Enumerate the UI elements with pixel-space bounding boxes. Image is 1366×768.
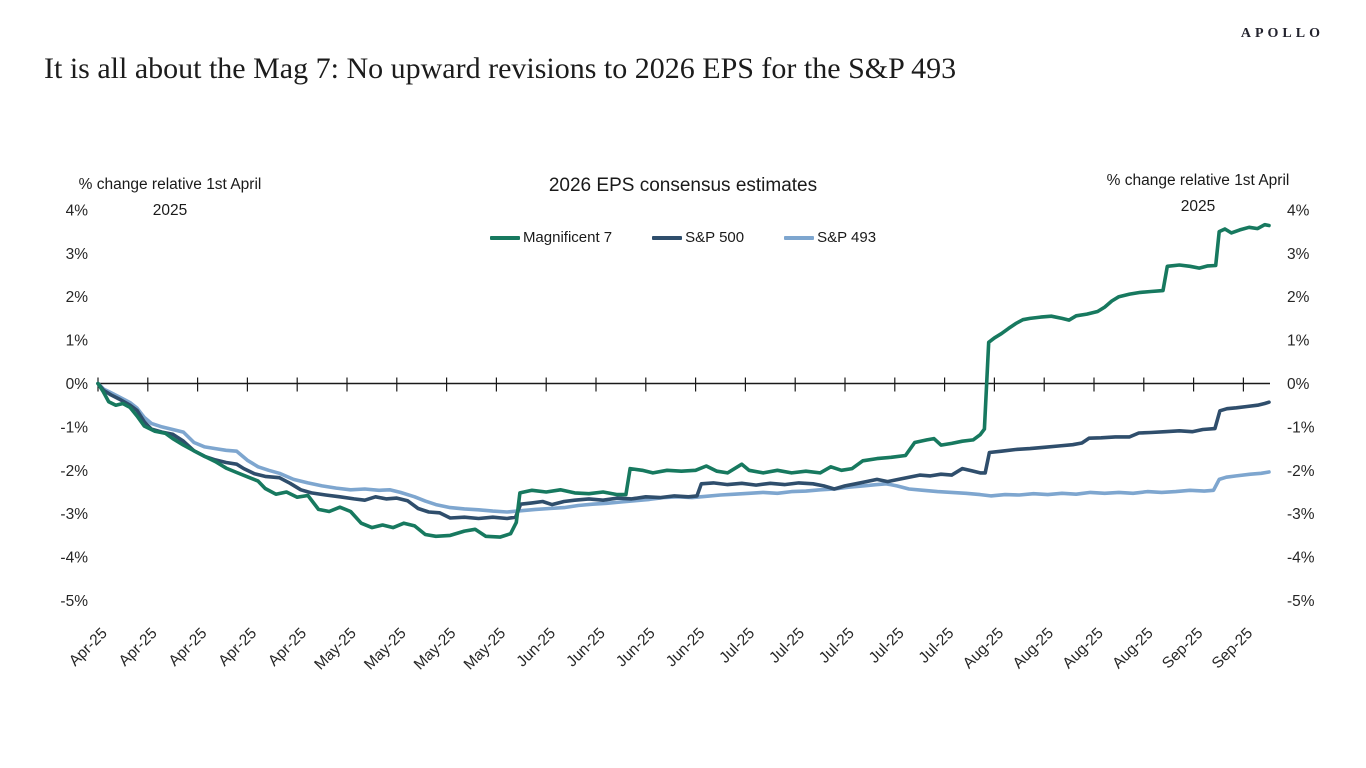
page-title: It is all about the Mag 7: No upward rev… xyxy=(44,52,957,85)
svg-text:0%: 0% xyxy=(1287,376,1310,393)
svg-text:Jul-25: Jul-25 xyxy=(916,625,958,667)
svg-text:-1%: -1% xyxy=(1287,419,1315,436)
svg-text:1%: 1% xyxy=(1287,333,1310,350)
svg-text:Apr-25: Apr-25 xyxy=(166,625,211,670)
svg-text:0%: 0% xyxy=(66,376,89,393)
svg-text:Jun-25: Jun-25 xyxy=(513,625,559,671)
legend-label-sp500: S&P 500 xyxy=(685,229,745,246)
svg-text:Apr-25: Apr-25 xyxy=(265,625,310,670)
svg-text:May-25: May-25 xyxy=(361,625,410,674)
svg-text:3%: 3% xyxy=(1287,246,1310,263)
svg-text:May-25: May-25 xyxy=(411,625,460,674)
legend-swatch-sp500 xyxy=(652,235,683,240)
apollo-logo: APOLLO xyxy=(1240,26,1324,41)
svg-text:Aug-25: Aug-25 xyxy=(1059,625,1106,672)
y-axis-label-right-line2: 2025 xyxy=(1180,197,1216,215)
y-axis-label-left-line1: % change relative 1st April xyxy=(78,176,262,193)
svg-text:Apr-25: Apr-25 xyxy=(66,625,111,670)
svg-text:May-25: May-25 xyxy=(311,625,360,674)
svg-text:Sep-25: Sep-25 xyxy=(1209,625,1256,672)
legend-swatch-sp493 xyxy=(784,235,815,240)
svg-text:-3%: -3% xyxy=(1287,506,1315,523)
svg-text:2%: 2% xyxy=(1287,289,1310,306)
svg-text:Jul-25: Jul-25 xyxy=(766,625,808,667)
svg-text:-2%: -2% xyxy=(1287,463,1315,480)
legend-label-sp493: S&P 493 xyxy=(817,229,877,246)
chart-legend: Magnificent 7 S&P 500 S&P 493 xyxy=(403,229,963,246)
svg-text:May-25: May-25 xyxy=(461,625,510,674)
legend-item-magnificent-7: Magnificent 7 xyxy=(489,229,613,246)
svg-text:Apr-25: Apr-25 xyxy=(116,625,161,670)
legend-label-magnificent-7: Magnificent 7 xyxy=(522,229,613,246)
svg-text:-2%: -2% xyxy=(60,463,88,480)
legend-item-sp493: S&P 493 xyxy=(784,229,876,246)
svg-text:-4%: -4% xyxy=(1287,550,1315,567)
svg-text:-5%: -5% xyxy=(60,593,88,610)
svg-text:Jun-25: Jun-25 xyxy=(663,625,709,671)
svg-text:Jul-25: Jul-25 xyxy=(866,625,908,667)
svg-text:Apr-25: Apr-25 xyxy=(215,625,260,670)
svg-text:-4%: -4% xyxy=(60,550,88,567)
svg-text:3%: 3% xyxy=(66,246,89,263)
svg-text:-5%: -5% xyxy=(1287,593,1315,610)
svg-text:-1%: -1% xyxy=(60,419,88,436)
svg-text:Aug-25: Aug-25 xyxy=(960,625,1007,672)
y-axis-label-left-line2: 2025 xyxy=(152,201,188,219)
svg-text:Jun-25: Jun-25 xyxy=(563,625,609,671)
svg-text:Sep-25: Sep-25 xyxy=(1159,625,1206,672)
svg-text:1%: 1% xyxy=(66,333,89,350)
svg-text:Jul-25: Jul-25 xyxy=(716,625,758,667)
svg-text:-3%: -3% xyxy=(60,506,88,523)
y-axis-label-left: % change relative 1st April 2025 xyxy=(50,172,290,223)
svg-text:Aug-25: Aug-25 xyxy=(1109,625,1156,672)
svg-text:4%: 4% xyxy=(66,202,89,219)
svg-text:2%: 2% xyxy=(66,289,89,306)
legend-swatch-magnificent-7 xyxy=(489,235,520,240)
svg-text:Jun-25: Jun-25 xyxy=(613,625,659,671)
chart-title: 2026 EPS consensus estimates xyxy=(548,175,818,196)
svg-text:4%: 4% xyxy=(1287,202,1310,219)
svg-text:Jul-25: Jul-25 xyxy=(816,625,858,667)
svg-text:Aug-25: Aug-25 xyxy=(1010,625,1057,672)
y-axis-label-right: % change relative 1st April 2025 xyxy=(1078,168,1318,219)
legend-item-sp500: S&P 500 xyxy=(652,229,744,246)
y-axis-label-right-line1: % change relative 1st April xyxy=(1106,172,1290,189)
